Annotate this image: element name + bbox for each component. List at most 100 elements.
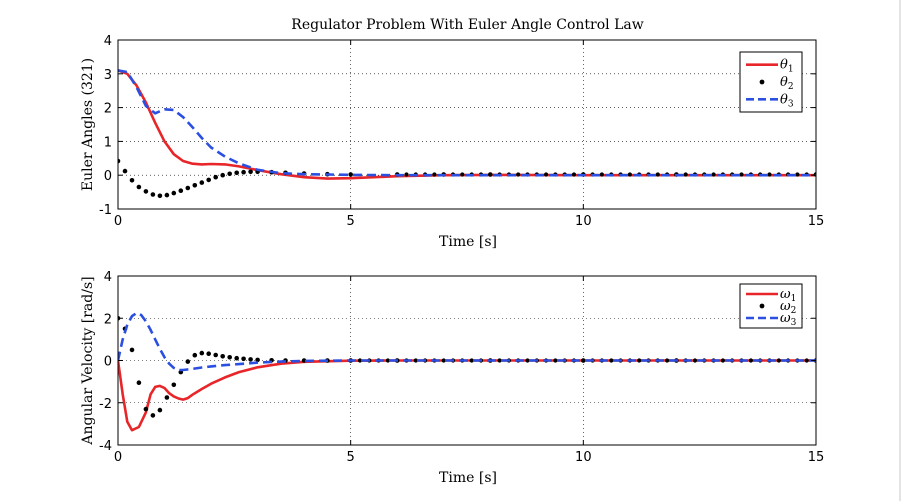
data-point-1-1 xyxy=(213,352,218,358)
data-point-0-1 xyxy=(150,192,156,197)
x-tick-label: 10 xyxy=(575,450,592,465)
tail-point-0-1 xyxy=(795,172,800,177)
x-tick-label: 0 xyxy=(114,214,122,229)
tail-point-0-1 xyxy=(571,172,577,177)
y-axis-label: Angular Velocity [rad/s] xyxy=(80,276,96,445)
tail-point-0-1 xyxy=(404,172,409,177)
axes-box xyxy=(117,39,817,210)
legend-symbol: ω xyxy=(780,299,791,314)
tail-point-0-1 xyxy=(655,172,660,177)
tail-point-0-1 xyxy=(544,172,549,177)
y-tick-label: -2 xyxy=(99,397,112,412)
data-point-1-1 xyxy=(157,407,163,413)
data-point-0-1 xyxy=(178,188,184,193)
x-tick-label: 5 xyxy=(347,214,355,229)
data-point-0-1 xyxy=(122,168,128,174)
y-tick-label: 4 xyxy=(104,270,112,285)
x-tick-label: 10 xyxy=(575,214,592,229)
tail-point-0-1 xyxy=(599,172,605,177)
legend-marker-1 xyxy=(759,303,765,309)
tail-point-1-1 xyxy=(609,358,614,363)
data-point-0-1 xyxy=(241,169,246,175)
legend-label-0: θ1 xyxy=(780,58,794,75)
data-point-1-1 xyxy=(136,380,142,386)
tail-point-1-1 xyxy=(720,358,726,363)
legend-subscript: 2 xyxy=(788,82,794,92)
tail-point-1-1 xyxy=(497,358,502,363)
data-point-1-1 xyxy=(150,413,156,418)
series-group xyxy=(118,311,816,432)
legend-subscript: 1 xyxy=(791,294,797,304)
legend-subscript: 2 xyxy=(791,306,797,316)
x-tick-label: 5 xyxy=(347,450,355,465)
x-axis-label: Time [s] xyxy=(439,234,497,250)
tail-point-0-1 xyxy=(460,172,465,177)
x-axis-label: Time [s] xyxy=(439,470,497,486)
series-line-1-2 xyxy=(118,311,816,372)
tail-point-0-1 xyxy=(711,172,716,177)
data-point-1-1 xyxy=(227,355,232,360)
data-point-1-1 xyxy=(234,355,239,361)
data-point-1-1 xyxy=(241,356,246,362)
data-point-0-1 xyxy=(171,190,177,196)
x-tick-label: 15 xyxy=(808,450,825,465)
tail-point-1-1 xyxy=(441,358,446,363)
tail-point-0-1 xyxy=(516,172,521,177)
y-tick-label: 4 xyxy=(104,34,112,49)
data-point-1-1 xyxy=(143,406,149,412)
legend-label-2: θ3 xyxy=(780,92,794,109)
data-point-1-1 xyxy=(185,359,191,364)
tail-point-0-1 xyxy=(627,172,633,177)
data-point-1-1 xyxy=(171,382,177,388)
tail-point-1-1 xyxy=(665,358,670,363)
data-point-0-1 xyxy=(185,185,191,191)
legend-subscript: 1 xyxy=(788,65,794,75)
data-point-1-1 xyxy=(192,352,198,358)
legend-symbol: ω xyxy=(780,287,791,302)
y-tick-label: 0 xyxy=(104,169,112,184)
tail-point-1-1 xyxy=(776,358,781,363)
data-point-0-1 xyxy=(213,174,218,180)
data-point-1-1 xyxy=(255,357,260,363)
y-tick-label: 2 xyxy=(104,102,112,117)
tail-point-1-1 xyxy=(413,358,418,363)
y-tick-label: 0 xyxy=(104,355,112,370)
series-line-0-2 xyxy=(118,69,816,177)
tail-point-1-1 xyxy=(385,358,390,363)
legend-symbol: θ xyxy=(780,58,788,73)
tail-point-1-1 xyxy=(804,358,809,363)
data-point-0-1 xyxy=(164,192,170,198)
legend-label-1: θ2 xyxy=(780,75,794,92)
series-group xyxy=(118,69,816,199)
angular-velocity-plot: 0 5 10 15 -4 -2 0 2 4 Time [s] Angular Velocity [r… xyxy=(80,270,824,486)
tail-point-0-1 xyxy=(767,172,772,177)
legend-symbol: ω xyxy=(780,311,791,326)
data-point-0-1 xyxy=(136,184,142,190)
tail-point-1-1 xyxy=(525,358,530,363)
legend-box xyxy=(739,283,803,329)
legend-label-1: ω2 xyxy=(780,299,796,316)
data-point-1-1 xyxy=(199,350,205,356)
data-point-0-1 xyxy=(206,177,211,183)
tail-point-0-1 xyxy=(488,172,493,177)
tail-point-1-1 xyxy=(469,358,474,363)
tail-point-0-1 xyxy=(683,172,688,177)
legend-label-2: ω3 xyxy=(780,311,797,328)
tail-point-1-1 xyxy=(692,358,698,363)
data-point-1-1 xyxy=(164,395,170,400)
data-point-0-1 xyxy=(227,171,232,177)
x-tick-label: 15 xyxy=(808,214,825,229)
tail-point-1-1 xyxy=(553,358,558,363)
legend-symbol: θ xyxy=(780,75,788,90)
tail-point-0-1 xyxy=(432,172,437,177)
data-point-0-1 xyxy=(118,158,121,164)
legend-marker-1 xyxy=(759,79,765,85)
data-point-1-1 xyxy=(220,354,225,359)
data-point-0-1 xyxy=(192,183,198,188)
legend-box xyxy=(739,51,803,113)
y-axis-label: Euler Angles (321) xyxy=(80,58,96,191)
y-tick-label: -4 xyxy=(99,439,112,454)
